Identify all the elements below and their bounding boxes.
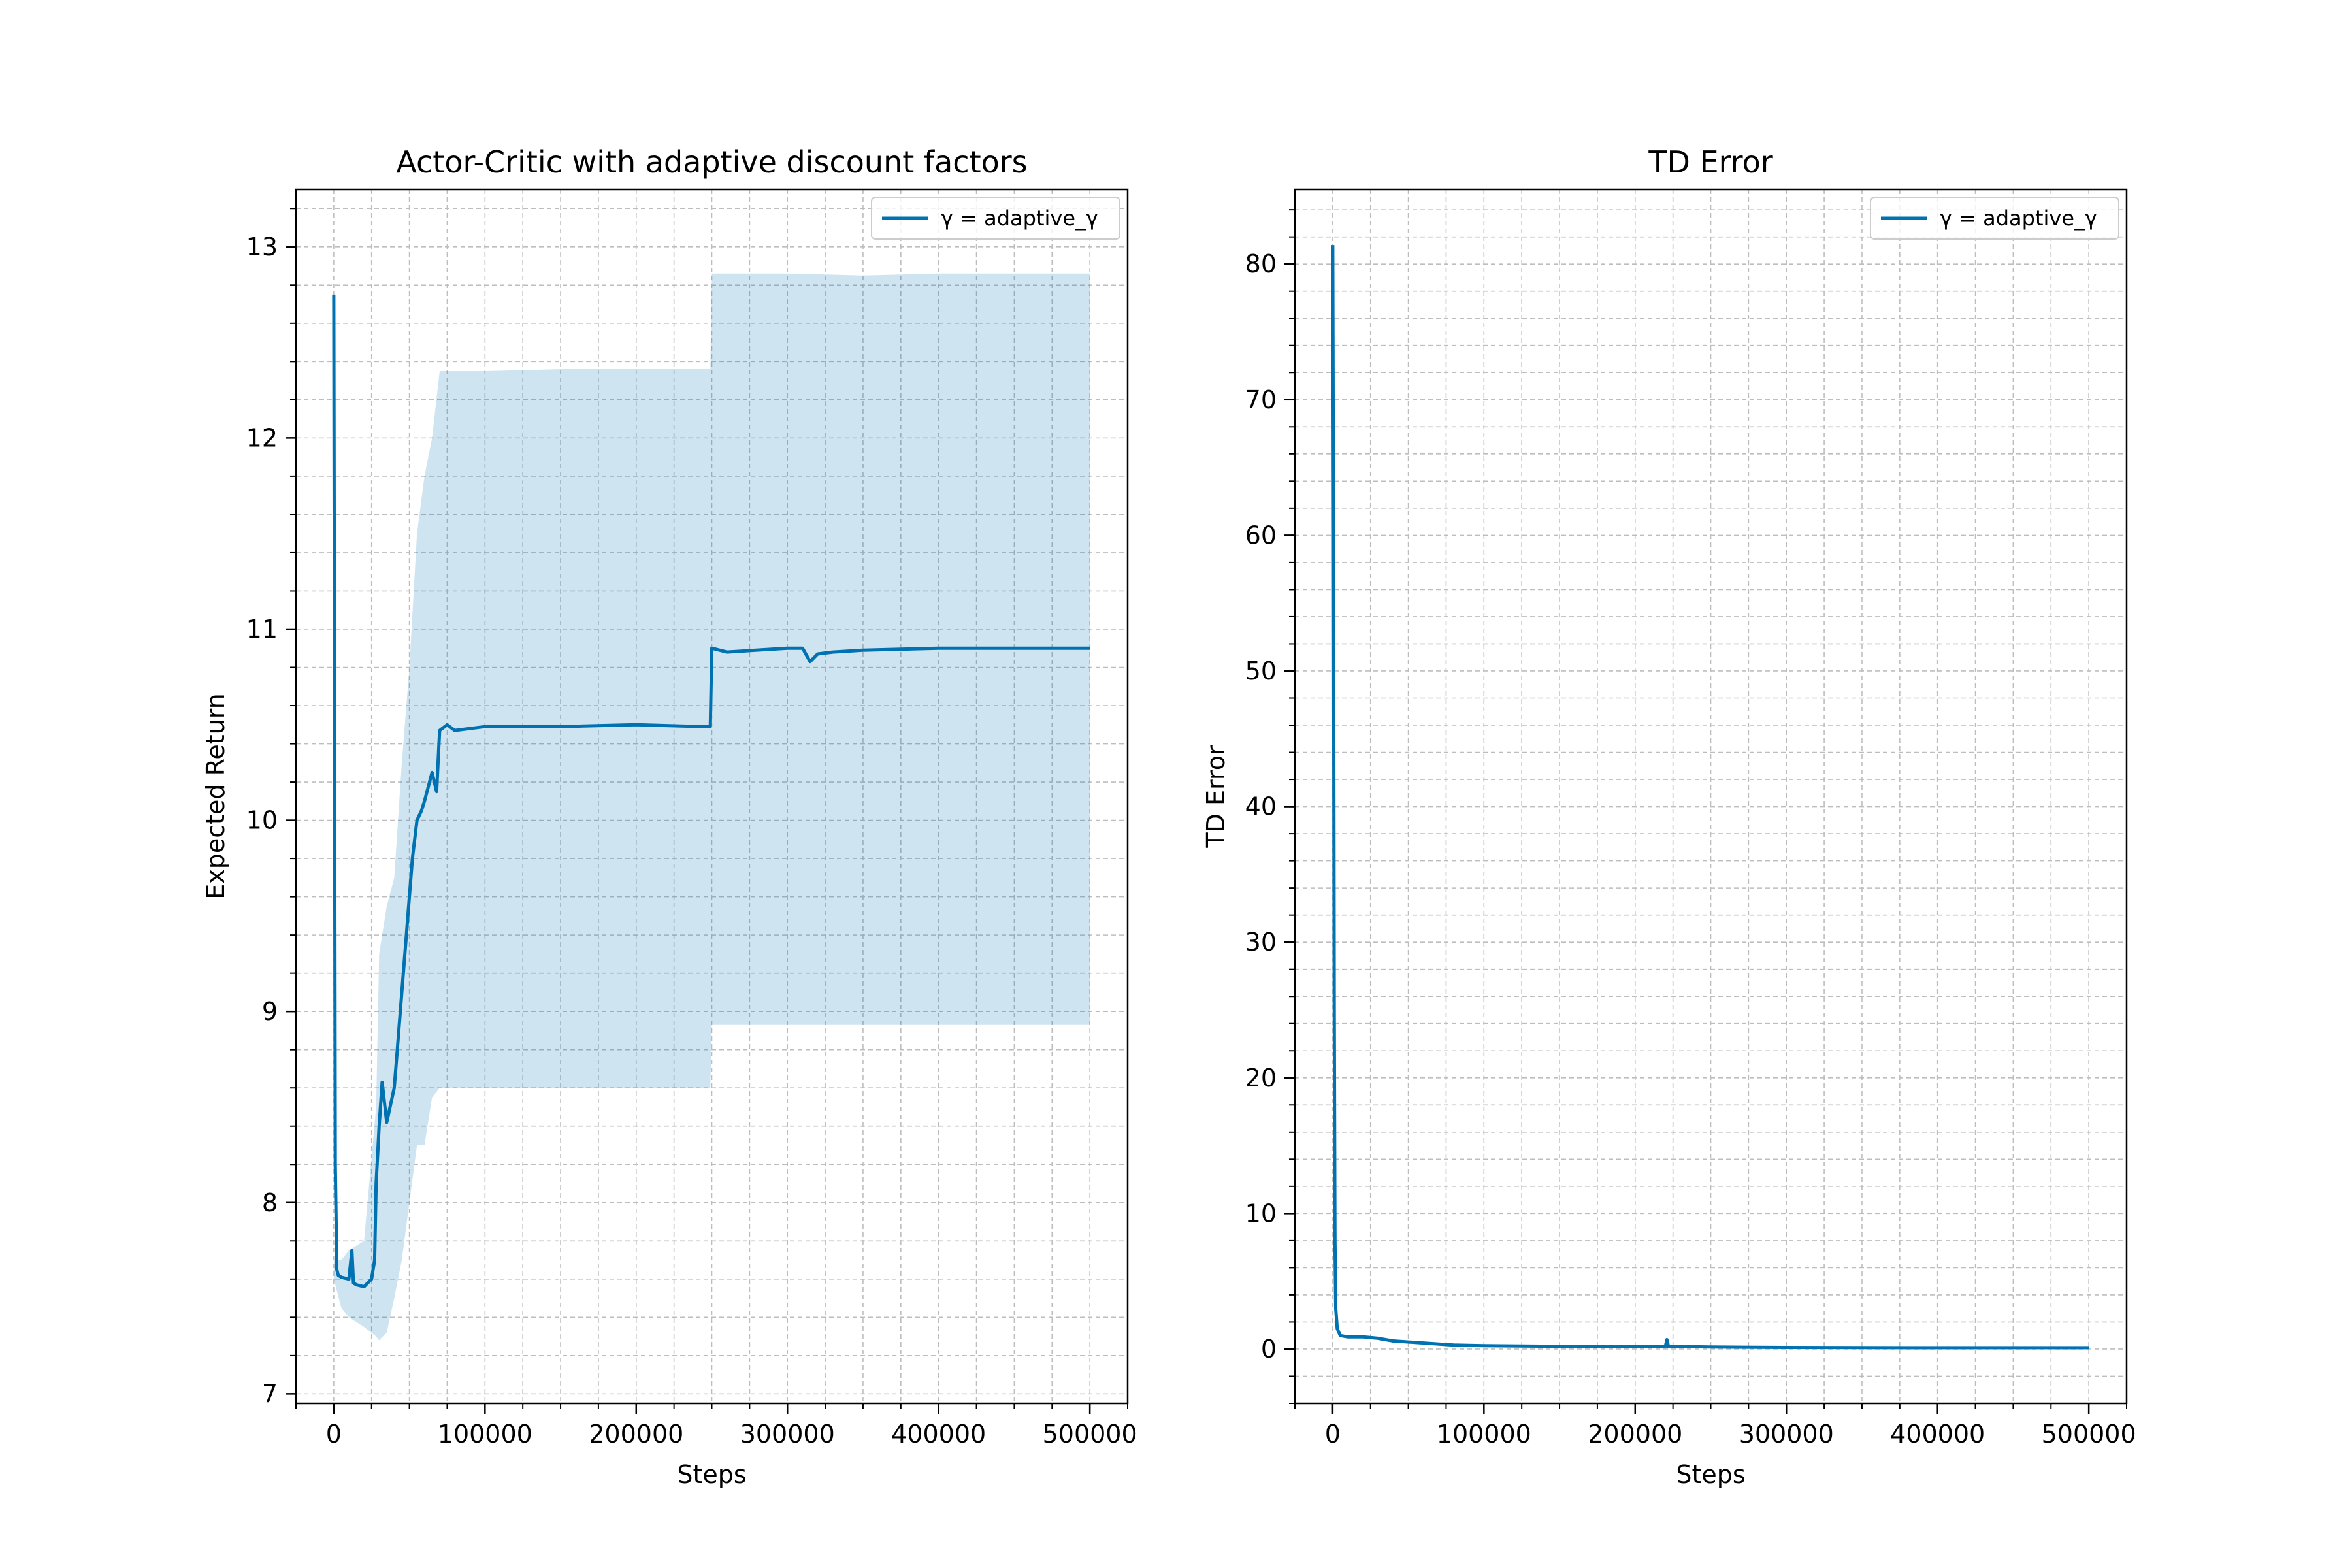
- chart-td-error: 0 100000 200000 300000 400000 500000 0 10 20 30 40…: [1201, 144, 2136, 1489]
- x-tick-label: 0: [326, 1420, 342, 1448]
- y-tick-label: 60: [1245, 521, 1277, 549]
- grid: [1294, 189, 2127, 1404]
- y-tick-label: 13: [246, 233, 278, 261]
- chart-title: TD Error: [1648, 144, 1772, 180]
- series-line-0: [1331, 245, 2089, 1350]
- x-tick-label: 500000: [2042, 1420, 2136, 1448]
- y-tick-label: 9: [262, 997, 278, 1026]
- x-tick-label: 400000: [1890, 1420, 1985, 1448]
- chart-title: Actor-Critic with adaptive discount fact…: [396, 144, 1027, 180]
- y-tick-label: 30: [1245, 928, 1277, 956]
- y-tick-label: 0: [1261, 1335, 1277, 1364]
- x-tick-label: 500000: [1043, 1420, 1137, 1448]
- y-tick-label: 12: [246, 423, 278, 452]
- chart-expected-return: 0 100000 200000 300000 400000 500000 7 8 9 10 11 12…: [201, 144, 1137, 1489]
- x-tick-label: 400000: [891, 1420, 986, 1448]
- x-tick-label: 200000: [1588, 1420, 1682, 1448]
- x-axis-label: Steps: [677, 1460, 746, 1489]
- ticks: 0 100000 200000 300000 400000 500000 7 8 9 10 11 12…: [246, 208, 1137, 1448]
- series-lines: [1331, 245, 2089, 1350]
- y-axis-label: TD Error: [1201, 745, 1230, 849]
- x-tick-label: 0: [1325, 1420, 1341, 1448]
- legend-box: [1870, 197, 2119, 240]
- ticks: 0 100000 200000 300000 400000 500000 0 10 20 30 40…: [1245, 209, 2136, 1448]
- y-axis-label: Expected Return: [201, 693, 230, 899]
- series-line-0: [332, 294, 1090, 1288]
- x-tick-label: 100000: [1437, 1420, 1531, 1448]
- y-tick-label: 10: [1245, 1199, 1277, 1228]
- series-lines: [332, 294, 1090, 1288]
- x-tick-label: 300000: [1739, 1420, 1834, 1448]
- legend-label: γ = adaptive_γ: [941, 206, 1098, 231]
- confidence-band: [333, 273, 1090, 1341]
- y-tick-label: 20: [1245, 1064, 1277, 1092]
- x-tick-label: 100000: [438, 1420, 532, 1448]
- x-tick-label: 300000: [740, 1420, 835, 1448]
- y-tick-label: 50: [1245, 657, 1277, 685]
- y-tick-label: 40: [1245, 792, 1277, 821]
- y-tick-label: 11: [246, 615, 278, 644]
- x-tick-label: 200000: [589, 1420, 683, 1448]
- y-tick-label: 70: [1245, 385, 1277, 414]
- legend-label: γ = adaptive_γ: [1940, 206, 2097, 231]
- y-tick-label: 10: [246, 806, 278, 835]
- legend-box: [871, 197, 1120, 240]
- legend: γ = adaptive_γ: [871, 197, 1120, 240]
- y-tick-label: 7: [262, 1379, 278, 1408]
- y-tick-label: 80: [1245, 250, 1277, 278]
- grid: [295, 189, 1128, 1403]
- x-axis-label: Steps: [1676, 1460, 1745, 1489]
- legend: γ = adaptive_γ: [1870, 197, 2119, 240]
- y-tick-label: 8: [262, 1188, 278, 1217]
- series-band-0: [333, 273, 1090, 1341]
